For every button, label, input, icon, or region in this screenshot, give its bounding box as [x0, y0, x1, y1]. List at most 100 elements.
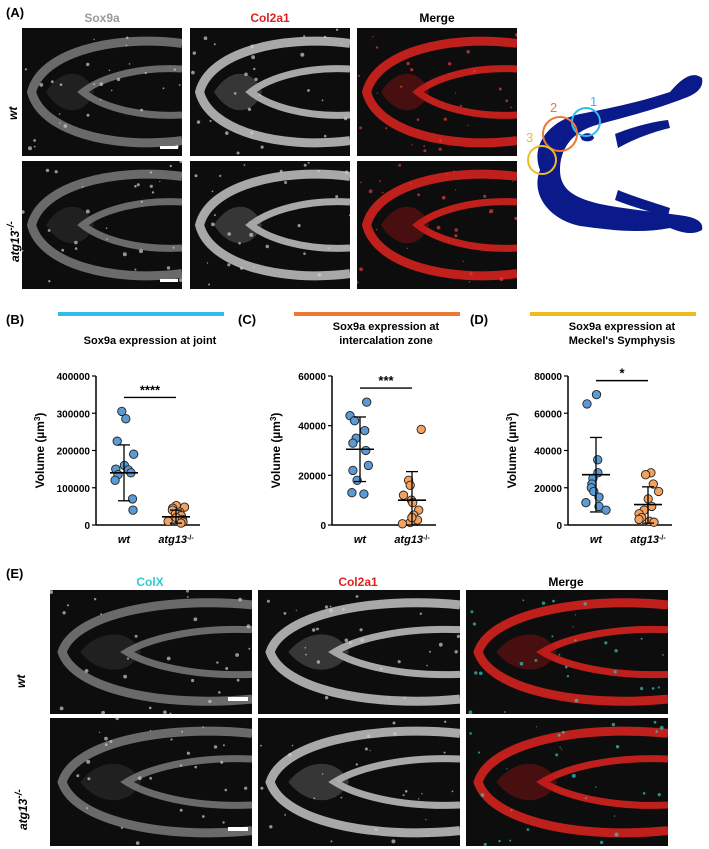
- cell-speckle: [613, 815, 616, 817]
- data-point: [601, 505, 611, 515]
- cell-speckle: [344, 116, 348, 121]
- tissue-outline: [57, 598, 252, 706]
- cell-speckle: [252, 266, 255, 269]
- cell-speckle: [93, 38, 95, 41]
- cell-speckle: [169, 712, 172, 714]
- micrograph-a-atg13-sox9a: [22, 161, 182, 289]
- cell-speckle: [225, 131, 229, 135]
- cell-speckle: [317, 272, 322, 277]
- cell-speckle: [327, 247, 330, 250]
- panel-e-row-label-atg13: atg13-/-: [14, 789, 30, 830]
- cell-speckle: [393, 732, 397, 736]
- cell-speckle: [321, 99, 324, 102]
- cell-speckle: [453, 170, 455, 173]
- cell-speckle: [403, 696, 406, 699]
- micrograph-e-atg13-col2a1: [258, 718, 460, 846]
- tissue-outline: [361, 36, 517, 148]
- cell-speckle: [321, 773, 324, 775]
- cell-speckle: [123, 674, 127, 679]
- data-point: [648, 479, 658, 489]
- cell-speckle: [115, 718, 119, 721]
- cell-speckle: [136, 183, 140, 187]
- cell-speckle: [479, 671, 483, 676]
- chart-d: Sox9a expression at Meckel's Symphysis 0 20…: [472, 300, 708, 560]
- scale-bar: [228, 827, 248, 831]
- micrograph-e-atg13-colx: [50, 718, 252, 846]
- cell-speckle: [303, 163, 307, 167]
- panel-a-col-title-merge: Merge: [419, 11, 455, 25]
- cell-speckle: [149, 729, 152, 732]
- cell-speckle: [385, 127, 388, 130]
- cell-speckle: [477, 751, 481, 754]
- tissue-outline: [214, 73, 262, 111]
- cell-speckle: [109, 740, 113, 743]
- cell-speckle: [340, 796, 343, 799]
- cell-speckle: [565, 665, 568, 669]
- cell-speckle: [405, 53, 407, 55]
- cell-speckle: [104, 736, 108, 741]
- tissue-outline: [381, 73, 429, 111]
- cell-speckle: [614, 649, 618, 653]
- cell-speckle: [324, 696, 329, 700]
- cell-speckle: [421, 793, 423, 795]
- data-point: [653, 486, 664, 497]
- tissue-outline: [194, 36, 350, 148]
- tissue-outline: [46, 73, 94, 111]
- cell-speckle: [348, 641, 353, 645]
- cell-speckle: [238, 597, 242, 602]
- cell-speckle: [604, 641, 608, 645]
- cell-speckle: [181, 730, 184, 733]
- cell-speckle: [220, 760, 224, 764]
- tissue-outline: [328, 625, 460, 679]
- x-tick-label: wt: [354, 534, 368, 546]
- cell-speckle: [454, 92, 457, 94]
- cell-speckle: [258, 94, 262, 97]
- cell-speckle: [101, 710, 105, 714]
- tissue-outline: [536, 625, 668, 679]
- cell-speckle: [291, 744, 294, 747]
- cell-speckle: [120, 826, 123, 829]
- scatter-plot: Sox9a expression at intercalation zone 0 20…: [269, 312, 460, 546]
- panel-e-label: (E): [6, 566, 24, 581]
- cell-speckle: [467, 124, 469, 127]
- cell-speckle: [222, 821, 225, 824]
- cell-speckle: [594, 786, 597, 788]
- cell-speckle: [62, 611, 66, 615]
- cell-speckle: [191, 70, 195, 75]
- cell-speckle: [397, 660, 401, 664]
- cell-speckle: [426, 835, 428, 837]
- cell-speckle: [283, 612, 287, 615]
- y-tick-label: 100000: [57, 484, 91, 495]
- cell-speckle: [193, 617, 198, 622]
- cell-speckle: [651, 687, 655, 690]
- y-tick-label: 20000: [298, 471, 326, 482]
- cell-speckle: [66, 604, 70, 607]
- data-point: [129, 449, 139, 459]
- tissue-outline: [80, 634, 141, 670]
- panel-a-col-title-col2a1: Col2a1: [250, 11, 290, 25]
- data-point: [349, 416, 360, 426]
- cell-speckle: [266, 599, 270, 603]
- cell-speckle: [409, 182, 412, 185]
- cell-speckle: [419, 612, 422, 615]
- cell-speckle: [93, 598, 97, 601]
- tissue-outline: [265, 726, 460, 838]
- cell-speckle: [483, 194, 487, 198]
- cell-speckle: [614, 832, 619, 837]
- cell-speckle: [235, 653, 240, 657]
- cell-speckle: [244, 72, 248, 77]
- cell-speckle: [135, 841, 140, 845]
- tissue-outline: [77, 198, 182, 252]
- cell-speckle: [59, 706, 64, 711]
- cell-speckle: [86, 62, 90, 67]
- cell-speckle: [368, 189, 373, 194]
- cell-speckle: [454, 189, 457, 191]
- cell-speckle: [316, 660, 321, 664]
- data-point: [347, 488, 357, 498]
- data-point: [416, 424, 426, 435]
- cell-speckle: [86, 759, 91, 764]
- cell-speckle: [426, 664, 428, 667]
- data-point: [594, 492, 604, 502]
- panel-e-row-label-wt: wt: [14, 674, 28, 688]
- tissue-outline: [26, 169, 182, 281]
